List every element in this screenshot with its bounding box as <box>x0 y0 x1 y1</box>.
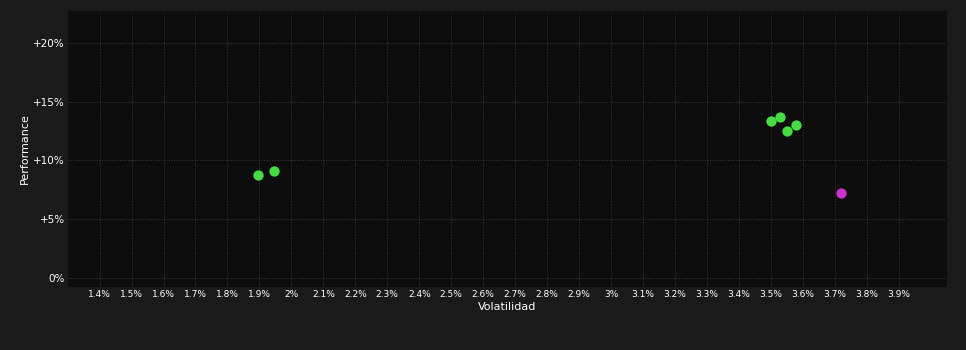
Point <box>788 122 804 128</box>
Point <box>773 114 788 120</box>
X-axis label: Volatilidad: Volatilidad <box>478 302 536 312</box>
Y-axis label: Performance: Performance <box>20 113 30 184</box>
Point <box>834 190 849 196</box>
Point <box>266 168 281 174</box>
Point <box>780 128 795 134</box>
Point <box>250 172 266 177</box>
Point <box>763 118 779 124</box>
